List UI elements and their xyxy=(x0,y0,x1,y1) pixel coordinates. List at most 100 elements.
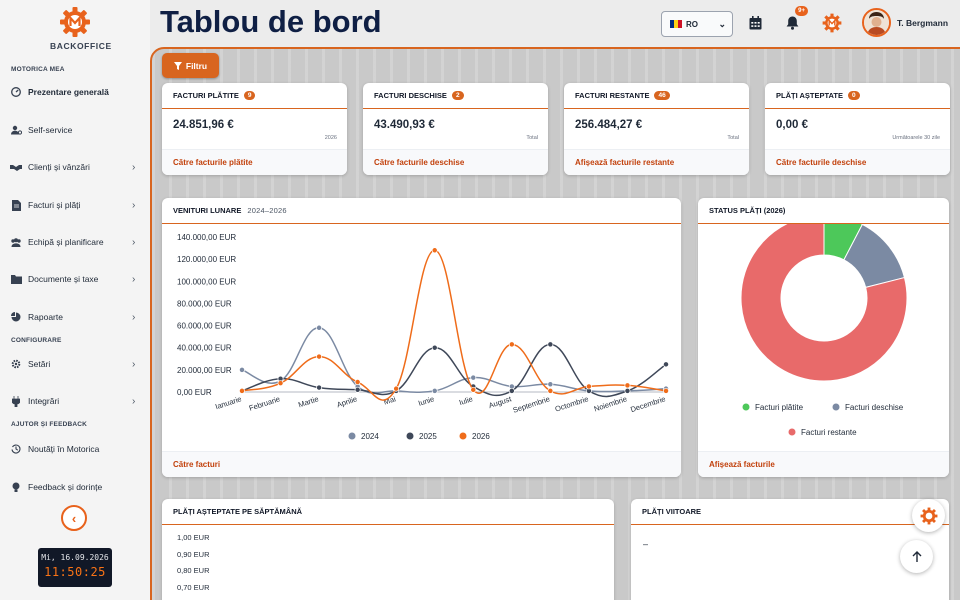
sidebar-item-label: Self-service xyxy=(28,125,73,135)
sidebar-item-clients[interactable]: Clienți și vânzări › xyxy=(10,158,140,176)
sidebar-item-label: Echipă și planificare xyxy=(28,237,104,247)
kpi-value: 256.484,27 € xyxy=(575,119,643,131)
sidebar-item-integrations[interactable]: Integrări › xyxy=(10,392,140,410)
sidebar-item-label: Noutăți în Motorica xyxy=(28,444,100,454)
data-point-2024 xyxy=(547,381,554,388)
status-link[interactable]: Afișează facturile xyxy=(698,451,949,477)
sidebar-item-label: Clienți și vânzări xyxy=(28,162,90,172)
arrow-up-icon xyxy=(912,551,921,562)
kpi-card-expected: PLĂȚI AȘTEPTATE 0 0,00 € Următoarele 30 z… xyxy=(765,83,950,175)
sidebar-item-label: Setări xyxy=(28,359,51,369)
legend-label: 2025 xyxy=(419,432,437,441)
chevron-left-icon: ‹ xyxy=(71,510,77,526)
weekly-card: PLĂȚI AȘTEPTATE PE SĂPTĂMÂNĂ 1,00 EUR 0,9… xyxy=(162,499,614,600)
bell-icon xyxy=(786,16,798,30)
language-value: RO xyxy=(686,19,698,29)
kpi-note: Total xyxy=(526,135,538,141)
legend-swatch-2 xyxy=(788,428,796,436)
user-menu[interactable]: T. Bergmann xyxy=(862,8,948,37)
kpi-link[interactable]: Către facturile plătite xyxy=(162,149,347,175)
kpi-title: FACTURI PLĂTITE xyxy=(173,91,239,100)
x-tick-label: Septembrie xyxy=(512,394,551,414)
settings-fab[interactable] xyxy=(912,499,945,532)
sidebar: BACKOFFICE MOTORICA MEA Prezentare gener… xyxy=(0,0,150,600)
y-tick-label: 60.000,00 EUR xyxy=(177,322,232,331)
motorica-app-button[interactable] xyxy=(821,12,843,34)
y-tick-label: 80.000,00 EUR xyxy=(177,299,232,308)
section-title-help: AJUTOR ȘI FEEDBACK xyxy=(11,421,88,428)
filter-button[interactable]: Filtru xyxy=(162,53,219,78)
data-point-2026 xyxy=(624,382,631,389)
kpi-link[interactable]: Către facturile deschise xyxy=(363,149,548,175)
chevron-right-icon: › xyxy=(132,236,136,248)
data-point-2026 xyxy=(508,341,515,348)
data-point-2025 xyxy=(624,387,631,394)
card-title: VENITURI LUNARE xyxy=(173,206,242,215)
x-tick-label: Ianuarie xyxy=(214,394,243,411)
sidebar-item-invoices[interactable]: Facturi și plăți › xyxy=(10,196,140,214)
brand-logo[interactable]: BACKOFFICE xyxy=(50,6,111,51)
sidebar-item-settings[interactable]: Setări › xyxy=(10,355,140,373)
data-point-2025 xyxy=(431,344,438,351)
chevron-right-icon: › xyxy=(132,161,136,173)
sidebar-item-news[interactable]: Noutăți în Motorica xyxy=(10,440,140,458)
y-tick-label: 100.000,00 EUR xyxy=(177,277,236,286)
filter-icon xyxy=(173,61,182,70)
sidebar-item-self-service[interactable]: Self-service xyxy=(10,121,140,139)
data-point-2025 xyxy=(354,386,361,393)
sidebar-item-documents[interactable]: Documente și taxe › xyxy=(10,270,140,288)
notifications-button[interactable]: 9+ xyxy=(781,6,808,34)
data-point-2026 xyxy=(277,380,284,387)
y-tick-label: 1,00 EUR xyxy=(177,533,210,542)
kpi-card-overdue: FACTURI RESTANTE 46 256.484,27 € Total Af… xyxy=(564,83,749,175)
clock-widget: Mi, 16.09.2026 11:50:25 xyxy=(38,548,112,587)
x-tick-label: Aprilie xyxy=(336,394,359,409)
x-tick-label: Decembrie xyxy=(629,394,666,414)
language-select[interactable]: RO ⌄ xyxy=(661,11,733,37)
pie-chart-icon xyxy=(10,311,22,323)
notifications-badge: 9+ xyxy=(795,6,808,16)
chevron-right-icon: › xyxy=(132,311,136,323)
gear-icon xyxy=(10,358,22,370)
chevron-right-icon: › xyxy=(132,358,136,370)
x-tick-label: Iunie xyxy=(417,394,435,408)
scroll-top-button[interactable] xyxy=(900,540,933,573)
revenue-link[interactable]: Către facturi xyxy=(162,451,681,477)
sidebar-item-team[interactable]: Echipă și planificare › xyxy=(10,233,140,251)
sidebar-item-reports[interactable]: Rapoarte › xyxy=(10,308,140,326)
kpi-title: FACTURI DESCHISE xyxy=(374,91,447,100)
calendar-button[interactable] xyxy=(744,12,766,34)
x-tick-label: Iulie xyxy=(458,394,474,407)
kpi-card-paid: FACTURI PLĂTITE 9 24.851,96 € 2026 Către … xyxy=(162,83,347,175)
section-title-config: CONFIGURARE xyxy=(11,337,62,344)
legend-swatch-2024 xyxy=(348,432,356,440)
sidebar-item-feedback[interactable]: Feedback și dorințe xyxy=(10,478,140,496)
legend-label: Facturi plătite xyxy=(755,403,804,412)
gear-icon xyxy=(920,507,937,524)
kpi-count-badge: 0 xyxy=(847,91,860,100)
kpi-link[interactable]: Către facturile deschise xyxy=(765,149,950,175)
status-donut-chart: Facturi plătite Facturi deschise Facturi r… xyxy=(740,224,908,437)
legend-label: Facturi deschise xyxy=(845,403,904,412)
data-point-2026 xyxy=(354,379,361,385)
y-tick-label: 0,80 EUR xyxy=(177,566,210,575)
card-subtitle: 2024–2026 xyxy=(247,206,287,215)
section-title-main: MOTORICA MEA xyxy=(11,66,65,73)
dashboard-icon xyxy=(10,86,22,98)
legend-swatch-2026 xyxy=(459,432,467,440)
card-title: PLĂȚI VIITOARE xyxy=(642,507,702,516)
x-tick-label: Octombrie xyxy=(554,394,590,413)
data-point-2026 xyxy=(239,387,245,394)
data-point-2026 xyxy=(547,387,554,394)
folder-icon xyxy=(10,273,22,285)
card-title: STATUS PLĂȚI (2026) xyxy=(709,206,786,215)
collapse-sidebar-button[interactable]: ‹ xyxy=(61,505,87,531)
sidebar-item-overview[interactable]: Prezentare generală xyxy=(10,83,140,101)
avatar xyxy=(862,8,891,37)
sidebar-item-label: Integrări xyxy=(28,396,60,406)
kpi-link[interactable]: Afișează facturile restante xyxy=(564,149,749,175)
x-tick-label: Martie xyxy=(297,394,320,409)
data-point-2025 xyxy=(663,361,669,368)
y-tick-label: 20.000,00 EUR xyxy=(177,366,232,375)
page-title: Tablou de bord xyxy=(160,4,382,39)
